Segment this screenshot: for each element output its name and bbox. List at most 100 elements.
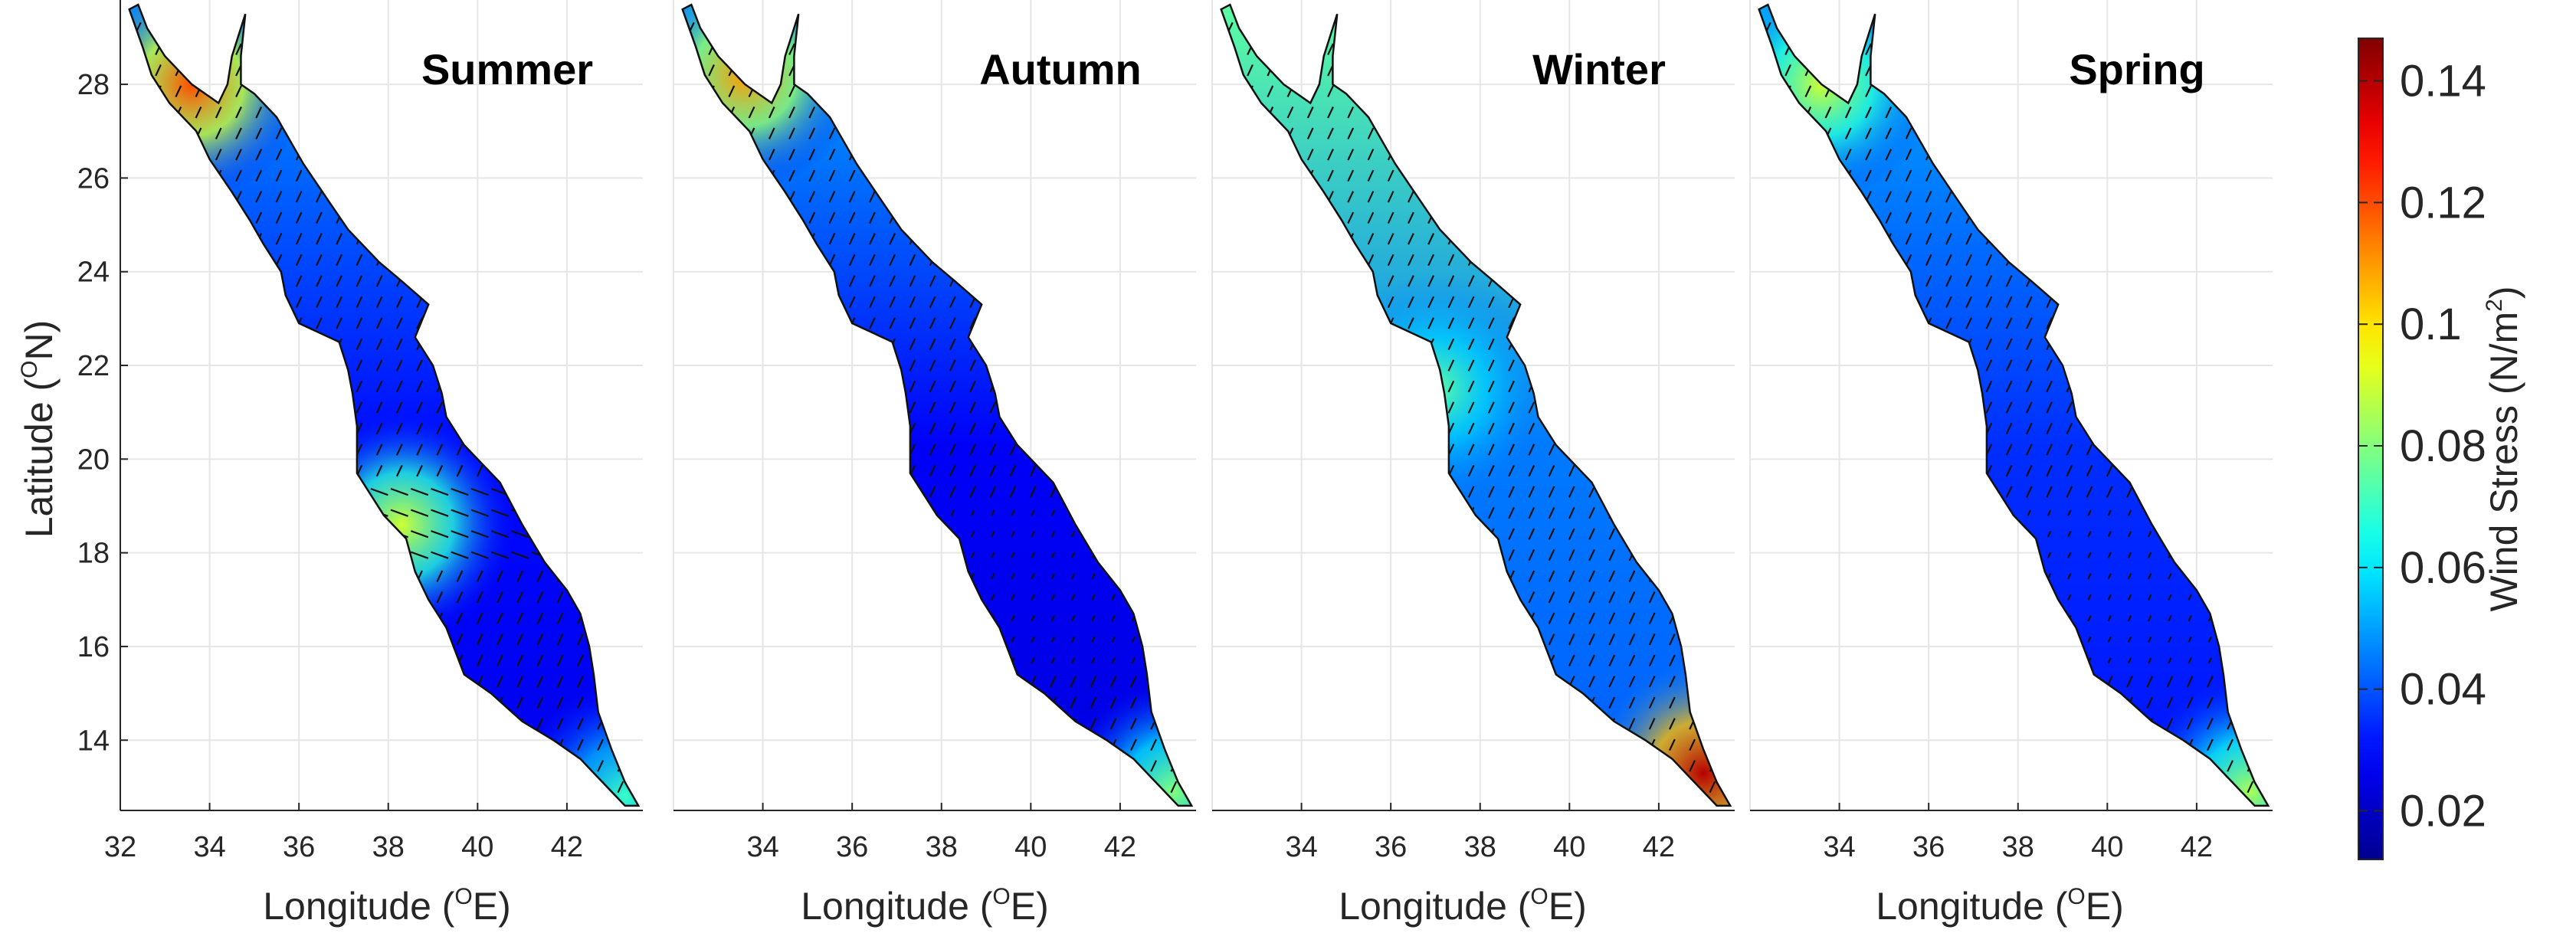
wind-arrow	[1966, 657, 1971, 664]
wind-arrow	[577, 21, 584, 34]
wind-arrow	[195, 380, 202, 393]
wind-arrow	[1588, 676, 1595, 688]
wind-arrow	[1548, 528, 1555, 540]
wind-arrow	[969, 738, 976, 751]
wind-arrow	[708, 401, 715, 414]
wind-arrow	[155, 191, 162, 203]
wind-arrow	[2086, 169, 2093, 182]
wind-arrow	[1447, 64, 1455, 77]
wind-arrow	[1029, 486, 1037, 498]
wind-arrow	[1866, 594, 1871, 601]
wind-arrow	[1306, 696, 1314, 709]
wind-arrow	[2046, 317, 2053, 329]
wind-arrow	[597, 191, 604, 203]
wind-arrow	[1804, 696, 1812, 709]
wind-arrow	[1925, 254, 1932, 267]
wind-arrow	[416, 106, 423, 119]
wind-arrow	[1029, 464, 1037, 477]
wind-arrow	[134, 191, 142, 203]
wind-arrow	[869, 464, 876, 477]
wind-arrow	[2186, 127, 2194, 139]
wind-arrow	[1367, 464, 1375, 477]
wind-arrow	[395, 380, 403, 393]
wind-arrow	[155, 149, 162, 161]
wind-arrow	[1151, 531, 1156, 538]
wind-arrow	[617, 233, 624, 245]
wind-arrow	[1865, 338, 1872, 351]
wind-arrow	[989, 106, 997, 119]
wind-arrow	[769, 573, 774, 580]
wind-arrow	[1824, 760, 1832, 772]
wind-arrow	[2166, 191, 2174, 203]
wind-arrow	[748, 211, 755, 224]
wind-arrow	[2227, 676, 2234, 688]
wind-arrow	[1467, 401, 1475, 414]
wind-arrow	[870, 657, 875, 664]
wind-arrow	[1090, 317, 1097, 329]
wind-arrow	[1170, 169, 1178, 182]
wind-arrow	[1669, 211, 1676, 224]
wind-arrow	[1824, 338, 1832, 351]
wind-arrow	[1090, 21, 1097, 34]
wind-arrow	[1226, 612, 1234, 624]
wind-arrow	[1669, 296, 1676, 309]
wind-arrow	[1824, 64, 1832, 77]
wind-arrow	[1327, 718, 1334, 730]
wind-arrow	[687, 486, 695, 498]
wind-arrow	[1548, 401, 1555, 414]
wind-arrow	[1844, 696, 1852, 709]
wind-arrow	[195, 401, 202, 414]
wind-arrow	[416, 591, 423, 604]
wind-arrow	[215, 296, 222, 309]
wind-arrow	[356, 359, 363, 372]
wind-arrow	[2247, 43, 2254, 55]
wind-arrow	[1945, 760, 1952, 772]
wind-arrow	[2107, 594, 2112, 601]
wind-arrow	[1367, 528, 1375, 540]
wind-arrow	[255, 654, 263, 667]
wind-arrow	[1327, 233, 1334, 245]
wind-arrow	[2186, 718, 2194, 730]
wind-arrow	[808, 781, 816, 794]
wind-arrow	[768, 106, 775, 119]
wind-arrow	[490, 551, 510, 559]
wind-arrow	[215, 380, 222, 393]
wind-arrow	[2166, 106, 2174, 119]
wind-arrow	[536, 612, 544, 624]
wind-arrow	[1508, 64, 1515, 77]
wind-arrow	[1965, 21, 1972, 34]
wind-arrow	[1905, 486, 1912, 498]
wind-arrow	[1286, 401, 1294, 414]
wind-arrow	[969, 191, 976, 203]
wind-arrow	[1247, 380, 1254, 393]
wind-arrow	[556, 149, 564, 161]
wind-arrow	[2005, 106, 2013, 119]
wind-arrow	[1109, 106, 1117, 119]
wind-arrow	[969, 696, 976, 709]
wind-arrow	[2007, 636, 2011, 643]
wind-arrow	[889, 422, 896, 435]
wind-arrow	[2066, 254, 2073, 267]
wind-arrow	[1824, 169, 1832, 182]
wind-arrow	[316, 233, 323, 245]
wind-arrow	[1347, 317, 1355, 329]
wind-arrow	[1286, 64, 1294, 77]
wind-arrow	[929, 760, 936, 772]
wind-arrow	[1946, 657, 1952, 664]
wind-arrow	[2025, 676, 2033, 688]
wind-arrow	[768, 760, 775, 772]
wind-arrow	[768, 21, 775, 34]
wind-arrow	[2247, 676, 2254, 688]
wind-arrow	[516, 654, 524, 667]
wind-arrow	[235, 317, 242, 329]
wind-arrow	[1628, 760, 1636, 772]
wind-arrow	[2066, 21, 2073, 34]
wind-arrow	[788, 422, 795, 435]
wind-arrow	[1966, 636, 1971, 643]
wind-arrow	[336, 380, 342, 393]
wind-arrow	[909, 64, 916, 77]
wind-arrow	[215, 612, 222, 624]
wind-arrow	[949, 21, 956, 34]
wind-arrow	[1906, 509, 1911, 516]
wind-arrow	[929, 85, 936, 97]
